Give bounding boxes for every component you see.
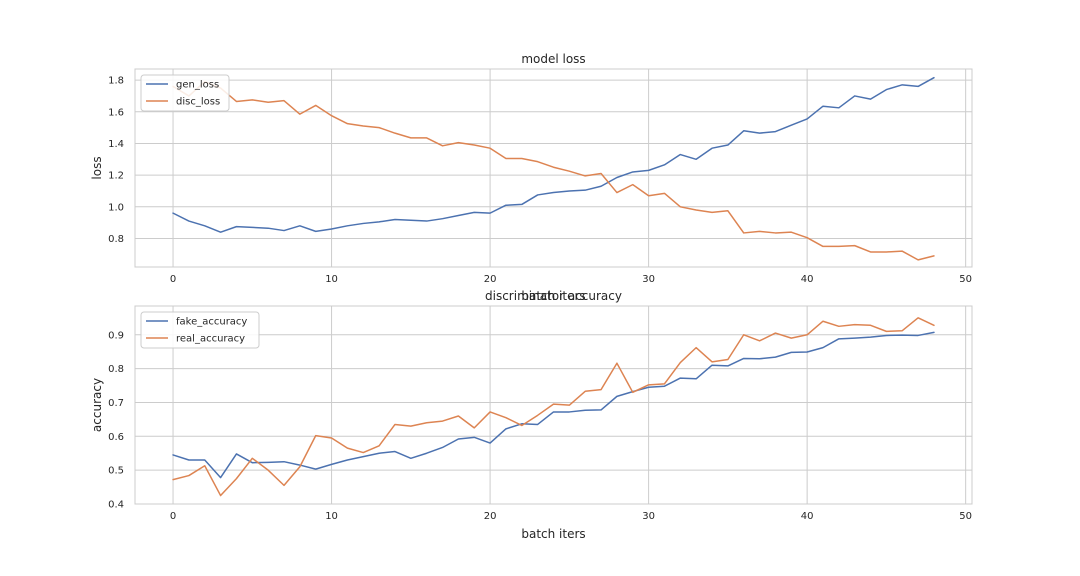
loss-x-axis-label: batch iters (521, 289, 585, 303)
accuracy-x-tick-label: 30 (642, 511, 655, 522)
accuracy-y-tick-label: 0.4 (108, 500, 124, 511)
accuracy-y-tick-label: 0.7 (108, 398, 124, 409)
loss-x-tick-label: 40 (801, 274, 814, 285)
accuracy-chart: 0 10 20 30 40 50 0.4 0.5 0.6 0.7 0.8 0.9 discrimin… (90, 289, 973, 541)
disc-loss-legend-label: disc_loss (176, 97, 220, 108)
loss-x-tick-label: 20 (484, 274, 497, 285)
fake-accuracy-line (172, 331, 935, 479)
loss-x-tick-label: 30 (642, 274, 655, 285)
accuracy-x-tick-label: 50 (959, 511, 972, 522)
loss-y-tick-label: 1.4 (108, 139, 124, 150)
loss-y-tick-label: 0.8 (108, 234, 124, 245)
accuracy-y-axis-label: accuracy (90, 378, 104, 432)
loss-y-axis-label: loss (90, 156, 104, 179)
loss-chart-title: model loss (521, 52, 585, 66)
accuracy-y-tick-label: 0.9 (108, 330, 124, 341)
real-accuracy-legend-label: real_accuracy (176, 334, 245, 345)
accuracy-x-axis-label: batch iters (521, 527, 585, 541)
accuracy-y-tick-label: 0.8 (108, 364, 124, 375)
disc-loss-line (172, 80, 935, 261)
loss-y-ticks: 0.8 1.0 1.2 1.4 1.6 1.8 (108, 76, 124, 245)
gen-loss-line (172, 76, 935, 233)
loss-series-lines (172, 76, 935, 261)
loss-y-tick-label: 1.0 (108, 202, 124, 213)
accuracy-y-tick-label: 0.6 (108, 432, 124, 443)
accuracy-x-tick-label: 40 (801, 511, 814, 522)
loss-x-tick-label: 0 (170, 274, 176, 285)
loss-x-tick-label: 50 (959, 274, 972, 285)
loss-x-tick-label: 10 (325, 274, 338, 285)
accuracy-chart-title: discriminator accuracy (485, 289, 622, 303)
loss-y-tick-label: 1.6 (108, 107, 124, 118)
real-accuracy-line (172, 317, 935, 497)
gen-loss-legend-label: gen_loss (176, 80, 219, 91)
loss-y-tick-label: 1.8 (108, 76, 124, 87)
accuracy-x-tick-label: 0 (170, 511, 176, 522)
loss-chart: 0 10 20 30 40 50 0.8 1.0 1.2 1.4 1.6 1.8 model los… (90, 52, 973, 303)
accuracy-y-tick-label: 0.5 (108, 466, 124, 477)
loss-grid (135, 69, 972, 267)
accuracy-x-tick-label: 20 (484, 511, 497, 522)
fake-accuracy-legend-label: fake_accuracy (176, 317, 247, 328)
accuracy-legend-box (140, 311, 260, 349)
accuracy-y-ticks: 0.4 0.5 0.6 0.7 0.8 0.9 (108, 330, 124, 510)
accuracy-x-tick-label: 10 (325, 511, 338, 522)
loss-legend: gen_loss disc_loss (140, 74, 230, 112)
loss-x-ticks: 0 10 20 30 40 50 (170, 274, 972, 285)
accuracy-series-lines (172, 317, 935, 497)
loss-y-tick-label: 1.2 (108, 171, 124, 182)
accuracy-legend: fake_accuracy real_accuracy (140, 311, 260, 349)
loss-plot-area (134, 68, 973, 268)
accuracy-grid (135, 306, 972, 505)
accuracy-x-ticks: 0 10 20 30 40 50 (170, 511, 972, 522)
